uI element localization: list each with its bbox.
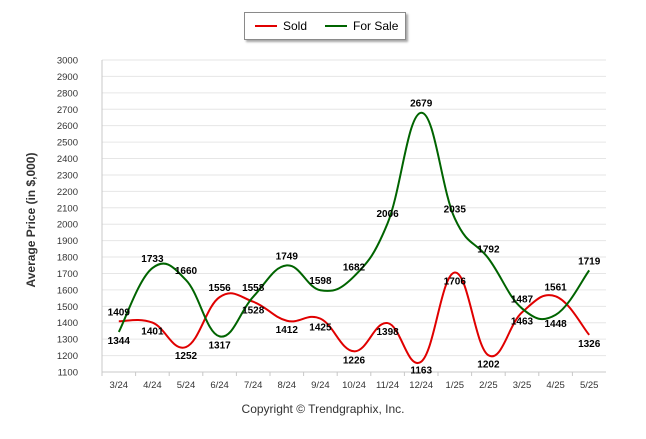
x-tick-label: 12/24 xyxy=(409,380,433,391)
x-tick-label: 7/24 xyxy=(244,380,263,391)
data-label: 1425 xyxy=(309,323,332,334)
y-tick-label: 2900 xyxy=(57,72,78,83)
y-tick-label: 1500 xyxy=(57,302,78,313)
data-label: 1706 xyxy=(444,276,467,287)
data-label: 1326 xyxy=(578,339,601,350)
x-tick-label: 3/24 xyxy=(110,380,129,391)
series-line-for-sale xyxy=(117,111,591,338)
data-label: 1792 xyxy=(477,244,500,255)
data-label: 1561 xyxy=(544,282,567,293)
y-tick-label: 1900 xyxy=(57,236,78,247)
data-label: 1344 xyxy=(108,336,131,347)
y-tick-label: 2400 xyxy=(57,154,78,165)
y-tick-label: 1200 xyxy=(57,351,78,362)
legend: Sold For Sale xyxy=(244,12,406,40)
y-tick-label: 2800 xyxy=(57,88,78,99)
y-tick-label: 2500 xyxy=(57,138,78,149)
copyright-text: Copyright © Trendgraphix, Inc. xyxy=(241,402,405,416)
x-tick-label: 11/24 xyxy=(376,380,399,391)
data-label: 1317 xyxy=(208,340,231,351)
x-tick-label: 1/25 xyxy=(446,380,465,391)
data-label: 2006 xyxy=(376,209,399,220)
series-line-sold xyxy=(118,271,590,365)
y-tick-label: 3000 xyxy=(57,56,78,67)
x-tick-label: 5/25 xyxy=(580,380,599,391)
data-label: 1556 xyxy=(208,283,231,294)
legend-item-sold: Sold xyxy=(255,19,307,33)
data-label: 1487 xyxy=(511,294,534,305)
y-tick-label: 2700 xyxy=(57,105,78,116)
legend-label-sold: Sold xyxy=(283,19,308,33)
legend-item-for-sale: For Sale xyxy=(325,19,398,33)
legend-swatch-for-sale xyxy=(325,25,348,27)
data-label: 1448 xyxy=(544,319,567,330)
data-label: 1409 xyxy=(108,307,131,318)
data-label: 1226 xyxy=(343,355,366,366)
data-label: 2679 xyxy=(410,99,433,110)
x-tick-label: 9/24 xyxy=(311,380,330,391)
y-tick-label: 2000 xyxy=(57,220,78,231)
legend-swatch-sold xyxy=(255,25,277,27)
x-tick-label: 2/25 xyxy=(479,380,498,391)
y-tick-label: 1400 xyxy=(57,318,78,329)
y-tick-label: 2600 xyxy=(57,121,78,132)
y-tick-label: 1100 xyxy=(58,368,78,379)
data-label: 1598 xyxy=(309,276,332,287)
y-tick-label: 2200 xyxy=(57,187,78,198)
y-tick-label: 1600 xyxy=(57,285,78,296)
x-tick-label: 10/24 xyxy=(342,380,366,391)
y-tick-label: 1800 xyxy=(57,253,78,264)
data-label: 1719 xyxy=(578,256,601,267)
data-label: 1398 xyxy=(376,327,399,338)
x-tick-label: 4/24 xyxy=(143,380,162,391)
data-label: 1163 xyxy=(410,366,432,377)
x-tick-label: 4/25 xyxy=(546,380,565,391)
legend-label-for-sale: For Sale xyxy=(353,19,399,33)
data-label: 1749 xyxy=(276,251,299,262)
data-label: 1528 xyxy=(242,306,265,317)
y-tick-label: 1300 xyxy=(57,335,78,346)
data-label: 1252 xyxy=(175,351,198,362)
y-tick-label: 2300 xyxy=(57,170,78,181)
data-label: 1660 xyxy=(175,266,198,277)
data-label: 1412 xyxy=(276,325,299,336)
y-tick-label: 2100 xyxy=(57,203,78,214)
data-label: 2035 xyxy=(444,204,467,215)
data-label: 1202 xyxy=(477,359,500,370)
x-tick-label: 8/24 xyxy=(278,380,297,391)
x-tick-label: 6/24 xyxy=(210,380,229,391)
y-axis-label: Average Price (in $,000) xyxy=(24,152,38,288)
data-label: 1463 xyxy=(511,316,534,327)
data-label: 1733 xyxy=(141,254,164,265)
x-tick-label: 3/25 xyxy=(513,380,532,391)
data-label: 1682 xyxy=(343,262,366,273)
data-label: 1401 xyxy=(141,327,164,338)
x-tick-label: 5/24 xyxy=(177,380,196,391)
y-tick-label: 1700 xyxy=(57,269,78,280)
data-label: 1558 xyxy=(242,283,265,294)
